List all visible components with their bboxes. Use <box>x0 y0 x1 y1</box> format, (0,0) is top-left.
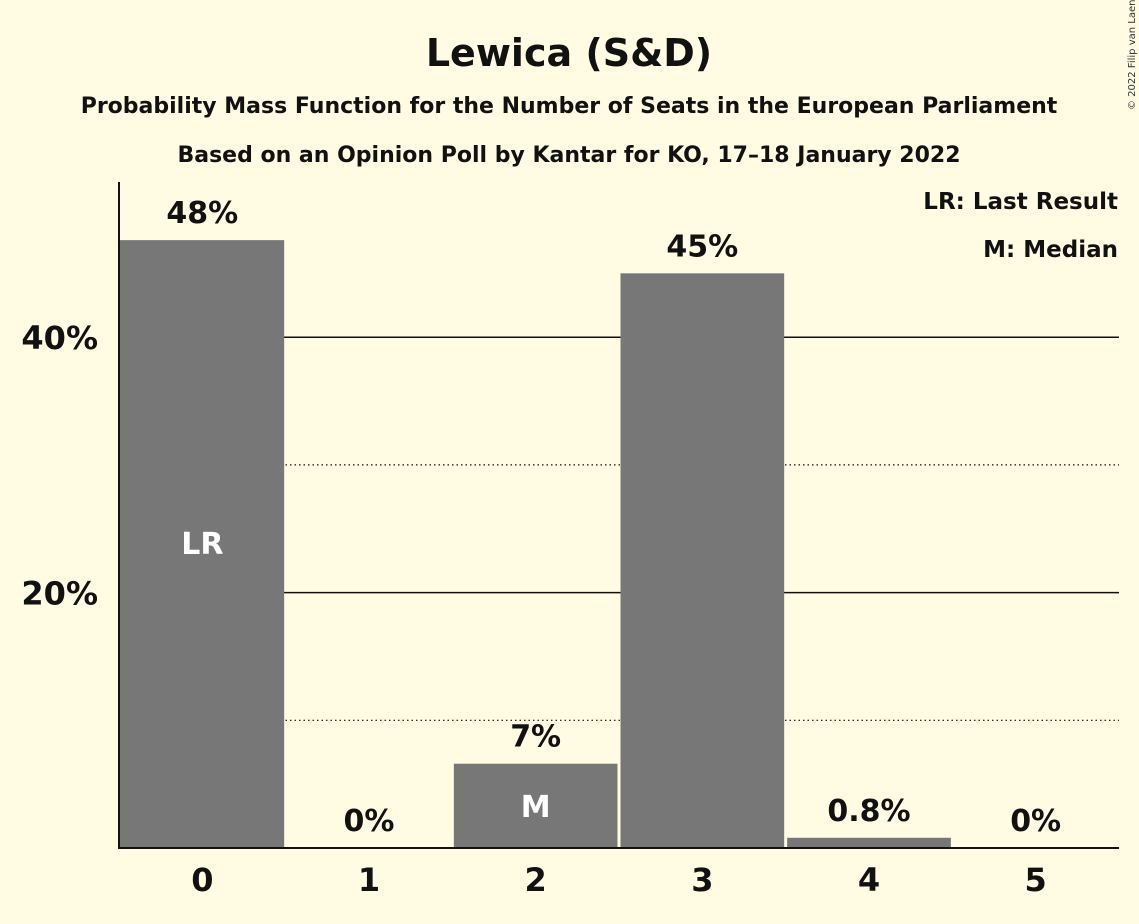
bar-marker-label: M <box>521 790 551 825</box>
chart-title: Lewica (S&D) <box>426 31 712 75</box>
x-tick-label: 1 <box>358 861 380 899</box>
x-tick-label: 4 <box>858 861 880 899</box>
bar <box>620 273 785 849</box>
bar-value-label: 0% <box>1010 804 1061 839</box>
y-tick-label: 20% <box>21 575 98 613</box>
legend-background <box>979 235 1122 265</box>
y-tick-label: 40% <box>21 319 98 357</box>
copyright-text: © 2022 Filip van Laenen <box>1127 0 1138 110</box>
gridlines <box>119 336 1119 721</box>
x-tick-label: 3 <box>691 861 713 899</box>
legend-last-result: LR: Last Result <box>923 189 1118 215</box>
chart-subtitle-poll: Based on an Opinion Poll by Kantar for K… <box>177 143 960 168</box>
legend: LR: Last Result M: Median <box>919 187 1122 265</box>
bar-value-label: 45% <box>666 229 738 264</box>
bar-value-label: 0% <box>344 804 395 839</box>
bar-marker-label: LR <box>181 527 223 562</box>
legend-median: M: Median <box>983 237 1118 263</box>
bars <box>119 240 951 849</box>
bar-value-label: 48% <box>166 196 238 231</box>
legend-background <box>919 187 1122 217</box>
x-tick-label: 5 <box>1025 861 1047 899</box>
x-tick-label: 0 <box>191 861 213 899</box>
bar <box>453 763 618 848</box>
axes <box>118 182 1119 849</box>
bar <box>787 837 951 848</box>
x-tick-label: 2 <box>525 861 547 899</box>
bar-value-label: 0.8% <box>827 794 910 829</box>
bar-value-label: 7% <box>510 720 561 755</box>
chart-subtitle: Probability Mass Function for the Number… <box>81 94 1058 119</box>
bar <box>119 240 285 848</box>
